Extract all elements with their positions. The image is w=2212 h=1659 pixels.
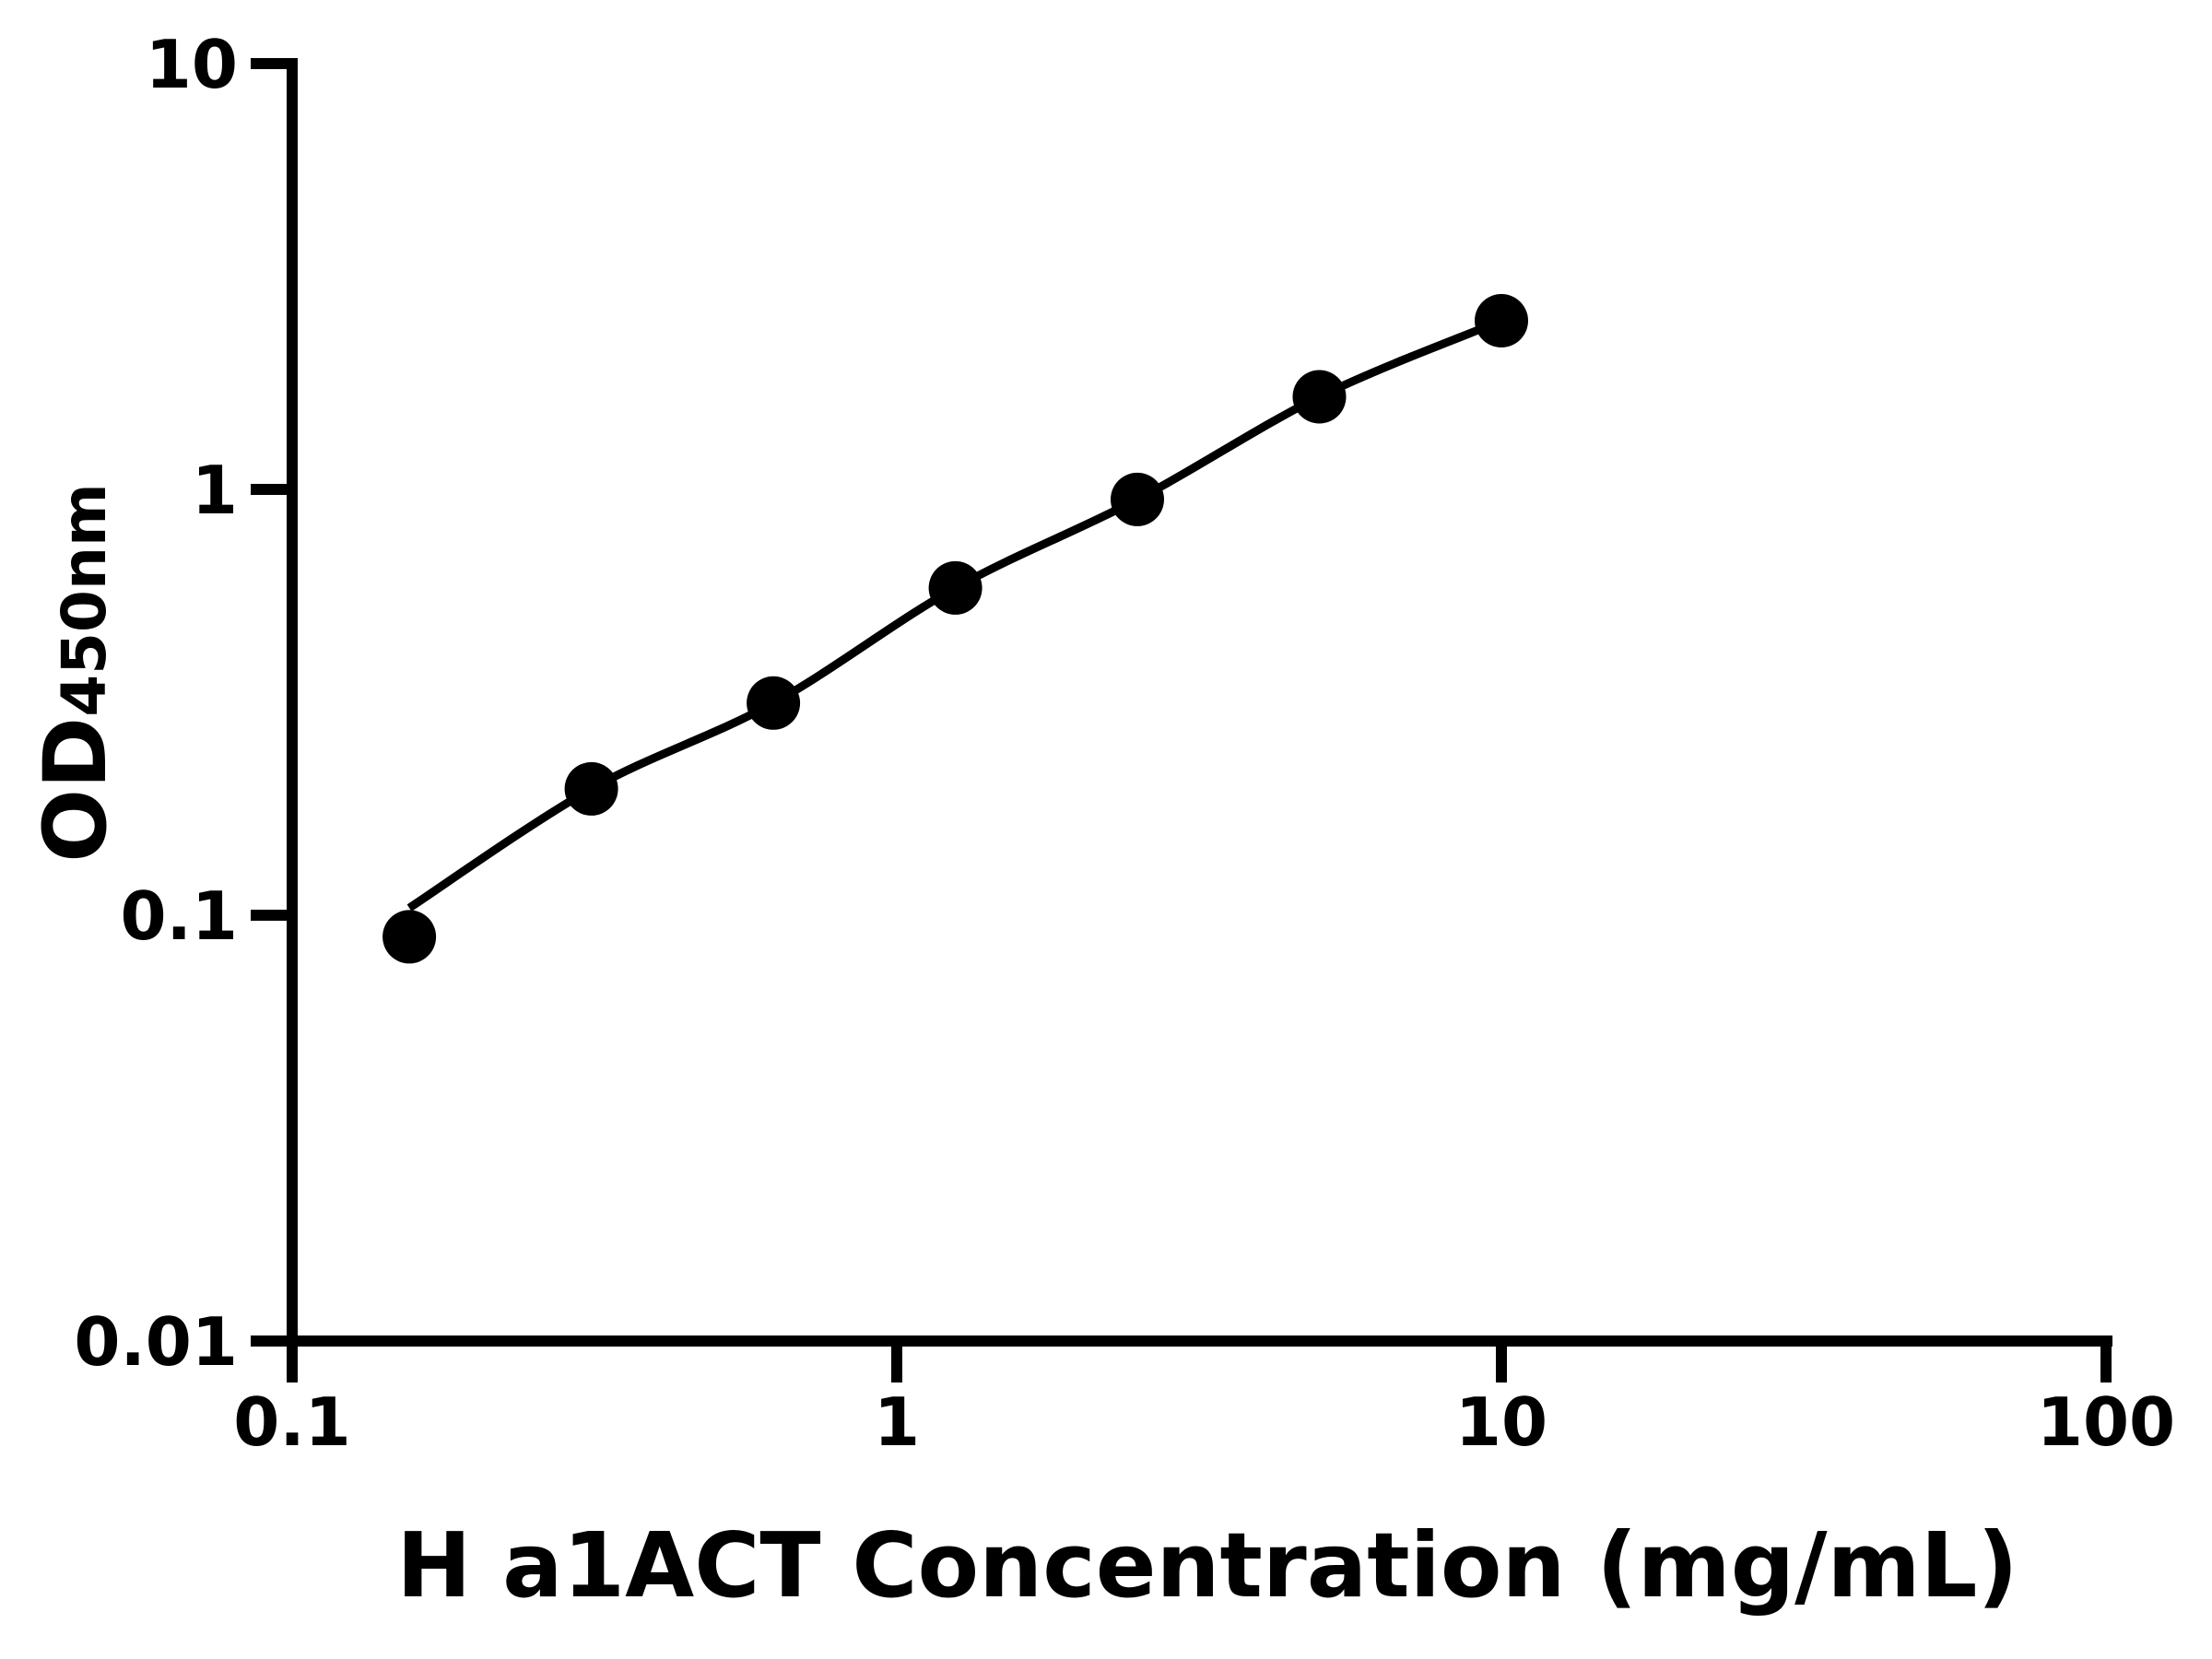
data-point-marker bbox=[747, 676, 801, 730]
data-point-markers bbox=[382, 294, 1528, 964]
y-tick-label: 0.1 bbox=[120, 877, 238, 955]
axis-spines bbox=[287, 58, 2112, 1347]
y-tick-label: 10 bbox=[146, 26, 238, 103]
y-axis-title: OD450nm bbox=[26, 483, 126, 862]
data-point-marker bbox=[1292, 370, 1347, 424]
y-tick-label: 0.01 bbox=[74, 1303, 238, 1381]
axis-ticks bbox=[251, 58, 2112, 1382]
data-point-marker bbox=[1111, 472, 1164, 526]
y-axis-title-subscript: 450nm bbox=[49, 483, 120, 717]
data-point-marker bbox=[928, 560, 982, 615]
y-tick-label: 1 bbox=[192, 452, 238, 529]
data-point-marker bbox=[564, 761, 618, 816]
x-tick-label: 0.1 bbox=[233, 1383, 351, 1461]
data-point-marker bbox=[382, 910, 437, 964]
y-axis-title-main: OD bbox=[26, 717, 126, 863]
x-tick-label: 100 bbox=[2037, 1383, 2175, 1461]
data-point-marker bbox=[1475, 294, 1528, 347]
x-tick-label: 10 bbox=[1455, 1383, 1547, 1461]
x-tick-label: 1 bbox=[874, 1383, 920, 1461]
x-axis-title: H a1ACT Concentration (mg/mL) bbox=[396, 1513, 2018, 1618]
